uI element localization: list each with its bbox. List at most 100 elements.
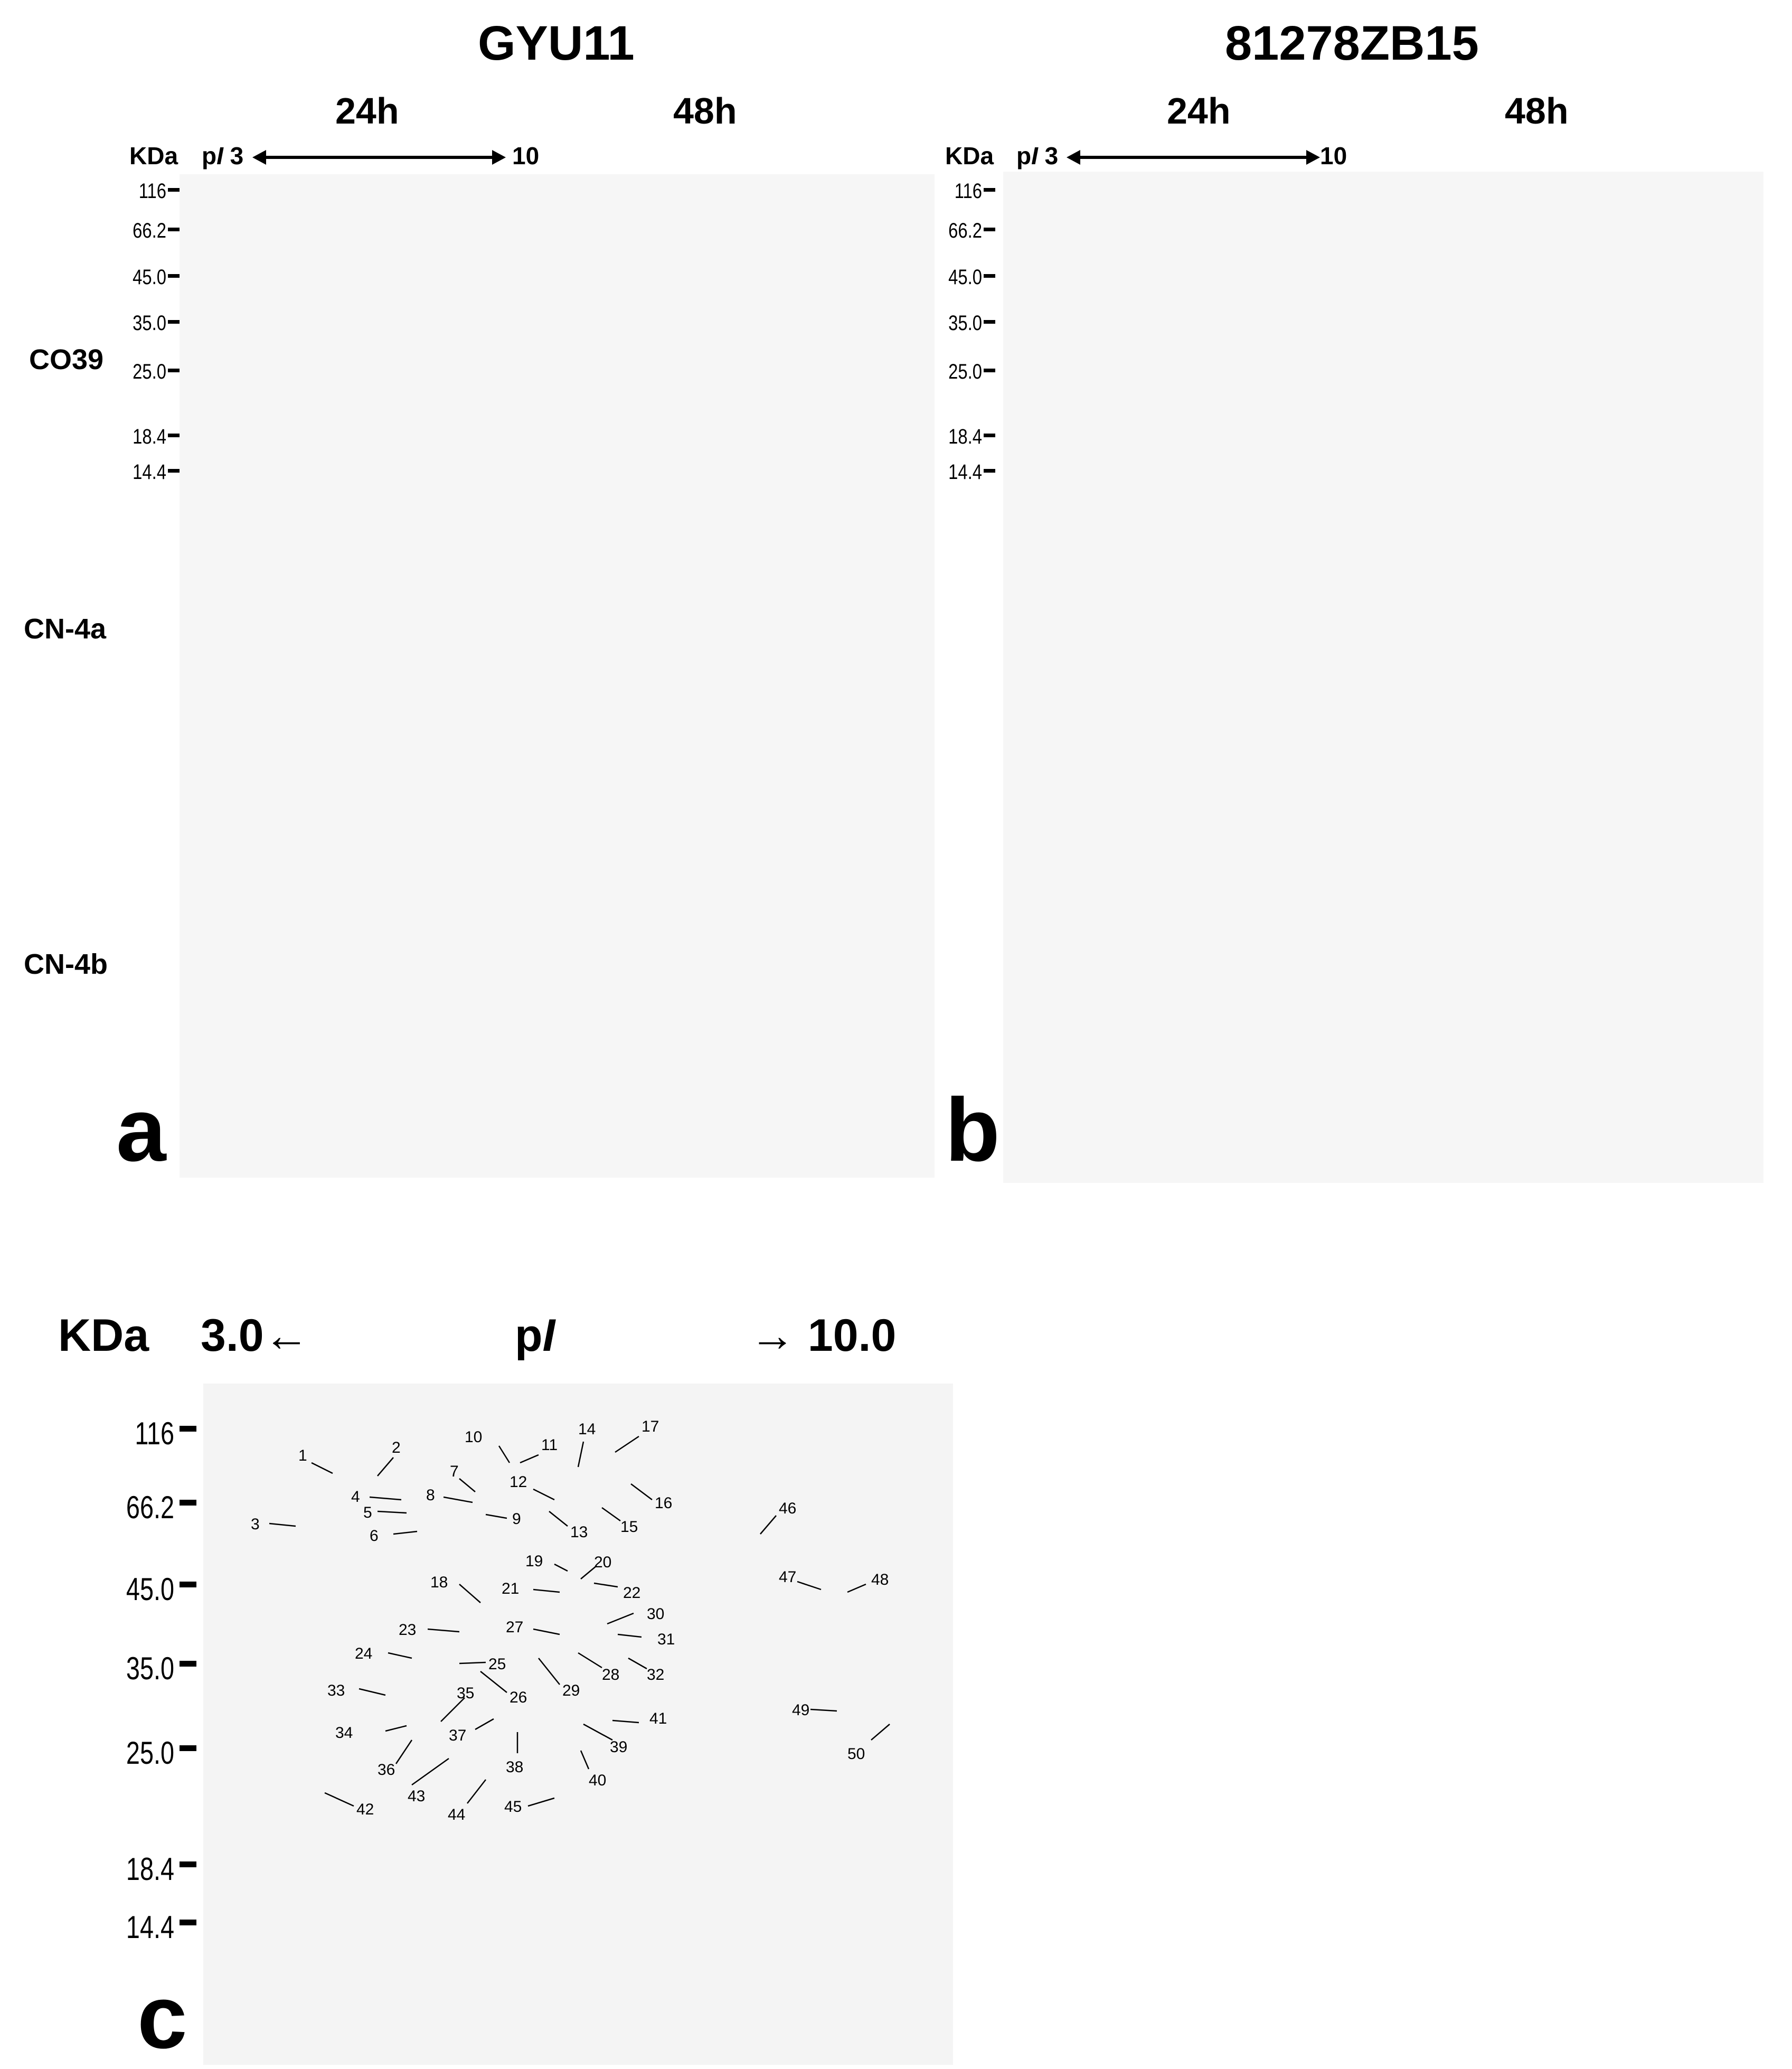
tick-mark — [180, 1745, 196, 1751]
tick-mark — [984, 434, 995, 437]
mw-tick-25: 25.0 — [133, 360, 166, 383]
spot-label: 50 — [847, 1745, 865, 1763]
spot-label: 15 — [620, 1518, 638, 1536]
spot-label: 29 — [562, 1682, 580, 1699]
tick-mark — [984, 320, 995, 324]
row-label-co39: CO39 — [29, 344, 104, 375]
spot-label: 40 — [589, 1772, 607, 1789]
spot-label: 33 — [327, 1682, 345, 1699]
tick-mark — [984, 274, 995, 278]
panel-label-a: a — [116, 1080, 166, 1180]
spot-label: 19 — [525, 1553, 543, 1570]
mw-tick-18: 18.4 — [126, 1851, 174, 1887]
mw-tick-14: 14.4 — [126, 1910, 174, 1945]
spot-label: 8 — [426, 1487, 435, 1504]
mw-tick-116: 116 — [135, 1416, 174, 1451]
tick-mark — [168, 369, 180, 372]
tick-mark — [984, 188, 995, 192]
tick-mark — [180, 1661, 196, 1667]
tick-mark — [168, 274, 180, 278]
spot-label: 25 — [488, 1656, 506, 1673]
mw-tick-14: 14.4 — [133, 460, 166, 484]
gel-a-cn4b-24h — [180, 845, 560, 1178]
spot-label: 37 — [449, 1727, 467, 1744]
time-label-b-24h: 24h — [1167, 90, 1231, 131]
mw-tick-66: 66.2 — [133, 219, 166, 242]
mw-tick-18: 18.4 — [133, 425, 166, 448]
spot-label: 46 — [779, 1500, 797, 1517]
spot-label: 42 — [356, 1801, 374, 1818]
mw-tick-45: 45.0 — [133, 266, 166, 289]
gel-a-cn4a-48h — [560, 512, 935, 845]
gel-a-cn4b-48h — [560, 845, 935, 1178]
spot-label: 32 — [647, 1666, 665, 1684]
spot-label: 5 — [363, 1504, 372, 1521]
gel-b-cn4b-24h — [1003, 845, 1383, 1183]
spot-label: 38 — [506, 1758, 524, 1776]
time-label-a-48h: 48h — [673, 90, 737, 131]
mw-tick-25: 25.0 — [948, 360, 982, 383]
pi-label-a: pI 3 — [202, 142, 244, 170]
mw-tick-66: 66.2 — [126, 1490, 174, 1525]
spot-label: 12 — [510, 1473, 527, 1491]
pi-end-a: 10 — [512, 142, 540, 170]
tick-mark — [168, 469, 180, 473]
row-label-cn4b: CN-4b — [24, 948, 108, 980]
pi-arrow-b — [1067, 150, 1320, 165]
spot-label: 30 — [647, 1605, 665, 1623]
kda-label-a: KDa — [129, 142, 178, 170]
spot-label: 7 — [450, 1463, 459, 1480]
spot-label: 13 — [570, 1523, 588, 1541]
mw-tick-35: 35.0 — [126, 1651, 174, 1686]
tick-mark — [180, 1861, 196, 1867]
pi-arrow-a — [252, 150, 506, 165]
spot-label: 49 — [792, 1701, 810, 1719]
tick-mark — [984, 469, 995, 473]
gel-b-co39-48h — [1383, 172, 1763, 510]
spot-label: 18 — [430, 1574, 448, 1591]
panel-label-c: c — [137, 1967, 187, 2067]
kda-label-c: KDa — [58, 1310, 149, 1361]
spot-label: 39 — [610, 1738, 628, 1756]
spot-label: 27 — [506, 1619, 524, 1636]
spot-label: 10 — [465, 1428, 483, 1446]
spot-label: 22 — [623, 1584, 641, 1602]
mw-tick-35: 35.0 — [948, 312, 982, 335]
spot-label: 43 — [408, 1788, 426, 1805]
tick-mark — [168, 320, 180, 324]
tick-mark — [168, 188, 180, 192]
gel-b-cn4b-48h — [1383, 845, 1763, 1183]
spot-label: 36 — [378, 1761, 395, 1779]
spot-label: 24 — [355, 1645, 373, 1662]
spot-label: 31 — [657, 1631, 675, 1648]
time-label-a-24h: 24h — [335, 90, 399, 131]
gel-b-co39-24h — [1003, 172, 1383, 510]
tick-mark — [984, 228, 995, 231]
tick-mark — [984, 369, 995, 372]
mw-tick-116: 116 — [138, 180, 166, 203]
strain-title-gyu11: GYU11 — [478, 16, 635, 70]
gel-b-cn4a-48h — [1383, 510, 1763, 845]
spot-label: 23 — [399, 1621, 417, 1639]
mw-tick-35: 35.0 — [133, 312, 166, 335]
tick-mark — [180, 1500, 196, 1506]
tick-mark — [168, 228, 180, 231]
mw-tick-116: 116 — [954, 180, 982, 203]
spot-label: 26 — [510, 1689, 527, 1706]
mw-tick-66: 66.2 — [948, 219, 982, 242]
spot-label: 47 — [779, 1568, 797, 1586]
spot-label: 2 — [392, 1439, 401, 1456]
spot-label: 17 — [642, 1418, 659, 1435]
gel-a-co39-48h — [554, 174, 935, 512]
gel-b-cn4a-24h — [1003, 510, 1383, 845]
tick-mark — [180, 1426, 196, 1432]
spot-label: 41 — [649, 1710, 667, 1727]
spot-label: 21 — [502, 1580, 520, 1597]
spot-label: 45 — [504, 1798, 522, 1816]
pi-end-b: 10 — [1320, 142, 1347, 170]
tick-mark — [180, 1920, 196, 1925]
pi-label-b: pI 3 — [1016, 142, 1059, 170]
spot-label: 44 — [448, 1806, 466, 1823]
mw-tick-25: 25.0 — [126, 1735, 174, 1771]
pi-label-c: pI — [515, 1310, 555, 1361]
